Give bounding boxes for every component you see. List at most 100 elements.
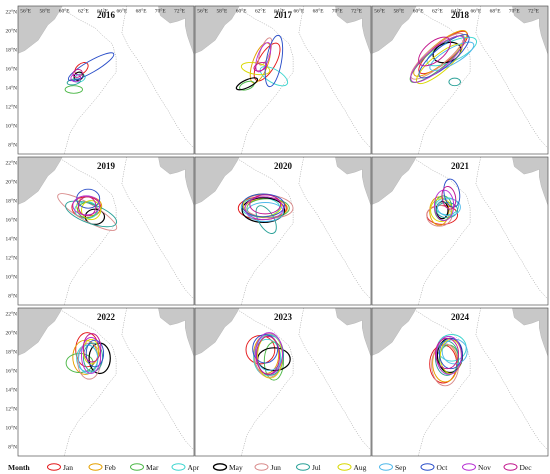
lon-tick-label: 68°E <box>313 8 325 15</box>
ellipse-jul <box>65 200 118 228</box>
lon-tick-label: 56°E <box>374 8 386 15</box>
map-panel-2022: 2022 8°N 10°N 12°N 14°N 16°N 18°N 20°N 22°N <box>6 307 195 457</box>
ellipse-jul <box>66 78 81 86</box>
lat-tick-label: 22°N <box>6 9 18 16</box>
lat-tick-label: 16°N <box>6 66 18 73</box>
map-panel-2024: 2024 <box>371 307 549 457</box>
map-panels: 2016 56°E 58°E 60°E 62°E 64°E 66°E 68°E 70°E 72°E… <box>6 5 549 457</box>
ellipse-aug <box>240 61 271 76</box>
boundary-line <box>298 6 371 149</box>
legend-swatch-feb <box>88 463 103 471</box>
lat-tick-label: 12°N <box>6 406 18 413</box>
lon-tick-label: 58°E <box>39 8 51 15</box>
panel-frame <box>17 5 195 155</box>
ellipse-jan <box>253 42 281 82</box>
panel-background <box>18 6 194 154</box>
ellipse-apr <box>259 66 289 87</box>
panel-background <box>18 308 194 456</box>
legend-label-jun: Jun <box>271 463 282 472</box>
ellipse-sep <box>246 202 284 222</box>
panel-background <box>195 308 371 456</box>
ellipse-jul <box>448 77 461 87</box>
panel-background <box>18 157 194 305</box>
legend-label-nov: Nov <box>478 463 491 472</box>
legend-label-oct: Oct <box>437 463 449 472</box>
ellipse-nov <box>72 195 101 216</box>
panel-year-title: 2021 <box>451 161 470 171</box>
lat-tick-label: 14°N <box>6 85 18 92</box>
legend-label-sep: Sep <box>395 463 407 472</box>
panel-background <box>195 157 371 305</box>
map-panel-2023: 2023 <box>194 307 372 457</box>
legend-swatch-may <box>212 463 228 471</box>
lon-tick-label: 70°E <box>155 8 167 15</box>
india-land <box>158 157 194 206</box>
panel-frame <box>194 307 372 457</box>
arabian-peninsula-land <box>18 157 63 205</box>
ellipse-jul <box>435 340 459 376</box>
ellipse-jun <box>57 193 118 231</box>
ellipse-dec <box>441 186 457 210</box>
ellipse-nov <box>435 335 462 375</box>
lon-tick-label: 72°E <box>528 8 540 15</box>
boundary-line <box>298 157 371 300</box>
ellipse-dec <box>82 333 102 363</box>
ellipse-oct <box>252 334 279 364</box>
arabian-peninsula-land <box>18 6 63 54</box>
ellipse-dec <box>249 194 282 215</box>
ellipse-oct <box>438 337 463 370</box>
lat-tick-label: 14°N <box>6 236 18 243</box>
panel-background <box>372 308 548 456</box>
panel-year-title: 2020 <box>274 161 293 171</box>
lon-tick-label: 70°E <box>509 8 521 15</box>
panel-frame <box>371 307 549 457</box>
boundary-line <box>475 6 548 149</box>
map-panel-2021: 2021 <box>371 156 549 306</box>
ellipse-may <box>88 342 111 375</box>
ellipse-nov <box>410 35 465 83</box>
lat-tick-label: 18°N <box>6 349 18 356</box>
legend-label-mar: Mar <box>146 463 159 472</box>
legend-label-may: May <box>229 463 243 472</box>
legend-swatch-aug <box>337 463 352 471</box>
ellipse-may <box>235 77 259 91</box>
india-land <box>335 157 371 206</box>
ellipse-dec <box>253 61 268 72</box>
lon-tick-label: 68°E <box>136 8 148 15</box>
lat-tick-label: 16°N <box>6 217 18 224</box>
lat-tick-label: 20°N <box>6 330 18 337</box>
legend-label-dec: Dec <box>520 463 533 472</box>
lat-tick-label: 16°N <box>6 368 18 375</box>
lat-tick-label: 12°N <box>6 104 18 111</box>
lat-tick-label: 8°N <box>8 142 17 149</box>
panel-year-title: 2019 <box>97 161 116 171</box>
arabian-peninsula-land <box>372 6 417 54</box>
panel-frame <box>371 5 549 155</box>
panel-background <box>195 6 371 154</box>
panel-frame <box>194 156 372 306</box>
legend-label-apr: Apr <box>188 463 200 472</box>
ellipse-mar <box>64 85 83 94</box>
lat-tick-label: 10°N <box>6 425 18 432</box>
boundary-line <box>298 308 371 451</box>
arabian-peninsula-land <box>195 6 240 54</box>
panel-year-title: 2017 <box>274 10 293 20</box>
lon-tick-label: 72°E <box>351 8 363 15</box>
ellipse-nov <box>70 73 81 83</box>
arabian-peninsula-land <box>195 308 240 356</box>
ellipse-dec <box>418 36 451 67</box>
lon-tick-label: 56°E <box>20 8 32 15</box>
lat-tick-label: 20°N <box>6 179 18 186</box>
legend-label-feb: Feb <box>105 463 117 472</box>
lon-tick-label: 66°E <box>470 8 482 15</box>
ellipse-oct <box>241 193 285 218</box>
ellipse-oct <box>418 34 470 79</box>
legend-swatch-jun <box>254 463 269 471</box>
arabian-peninsula-land <box>18 308 63 356</box>
lon-tick-label: 64°E <box>451 8 463 15</box>
lat-tick-label: 22°N <box>6 311 18 318</box>
legend-swatch-mar <box>130 463 144 471</box>
panel-frame <box>17 156 195 306</box>
ellipse-aug <box>430 198 453 222</box>
arabian-peninsula-land <box>195 157 240 205</box>
